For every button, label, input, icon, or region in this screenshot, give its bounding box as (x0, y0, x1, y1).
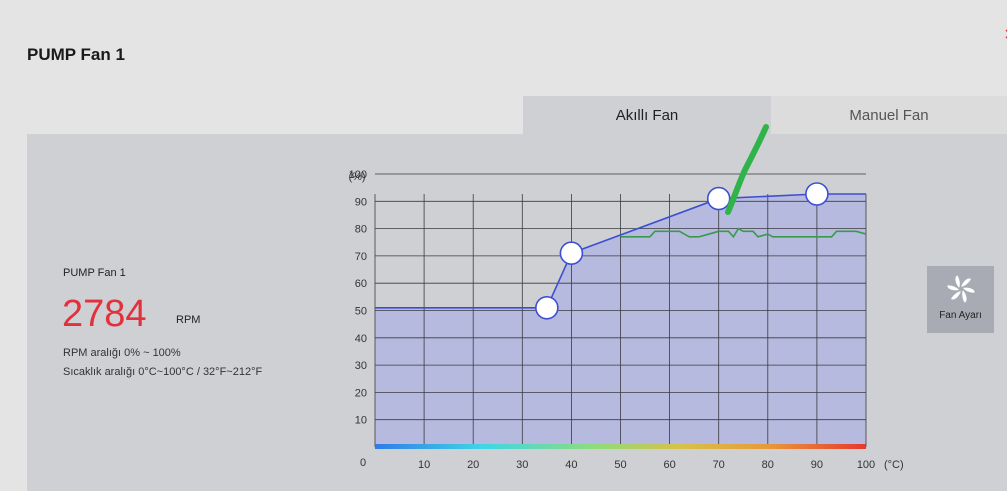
fan-icon (946, 275, 975, 303)
x-tick-label: 40 (565, 459, 577, 471)
x-tick-label: 60 (663, 459, 675, 471)
y-tick-label: 40 (355, 333, 367, 345)
x-tick-label: 20 (467, 459, 479, 471)
y-tick-label: 10 (355, 415, 367, 427)
rpm-value: 2784 (62, 293, 147, 335)
fan-settings-label: Fan Ayarı (939, 310, 982, 321)
x-tick-label: 10 (418, 459, 430, 471)
curve-control-point[interactable] (805, 182, 829, 206)
y-tick-label: 30 (355, 360, 367, 372)
tab-smart-fan[interactable]: Akıllı Fan (523, 96, 771, 134)
annotation-stroke (725, 124, 769, 215)
x-tick-label: 30 (516, 459, 528, 471)
origin-label: 0 (360, 457, 366, 469)
curve-control-point[interactable] (706, 186, 731, 211)
x-axis-unit-label: (°C) (884, 459, 904, 471)
y-tick-label: 90 (355, 196, 367, 208)
fan-settings-button[interactable]: Fan Ayarı (927, 266, 994, 333)
y-tick-label: 80 (355, 224, 367, 236)
current-reading-line (620, 227, 867, 239)
curve-control-point[interactable] (535, 295, 559, 320)
x-tick-label: 70 (713, 459, 725, 471)
temperature-gradient-bar (375, 444, 866, 449)
y-tick-label: 100 (349, 169, 367, 181)
x-tick-label: 100 (857, 459, 875, 471)
fan-name-label: PUMP Fan 1 (63, 267, 126, 279)
y-axis-unit-label: (%) (348, 171, 365, 183)
curve-control-point[interactable] (559, 241, 584, 265)
y-tick-label: 50 (355, 306, 367, 318)
rpm-unit: RPM (176, 314, 201, 326)
y-tick-label: 60 (355, 278, 367, 290)
x-tick-label: 80 (762, 459, 774, 471)
temperature-range-text: Sıcaklık aralığı 0°C~100°C / 32°F~212°F (63, 366, 263, 378)
rpm-range-text: RPM aralığı 0% ~ 100% (63, 347, 181, 359)
x-tick-label: 50 (614, 459, 626, 471)
y-tick-label: 20 (355, 387, 367, 399)
x-tick-label: 90 (811, 459, 823, 471)
tab-manual-fan[interactable]: Manuel Fan (771, 96, 1007, 134)
page-title: PUMP Fan 1 (27, 45, 125, 64)
y-tick-label: 70 (355, 251, 367, 263)
